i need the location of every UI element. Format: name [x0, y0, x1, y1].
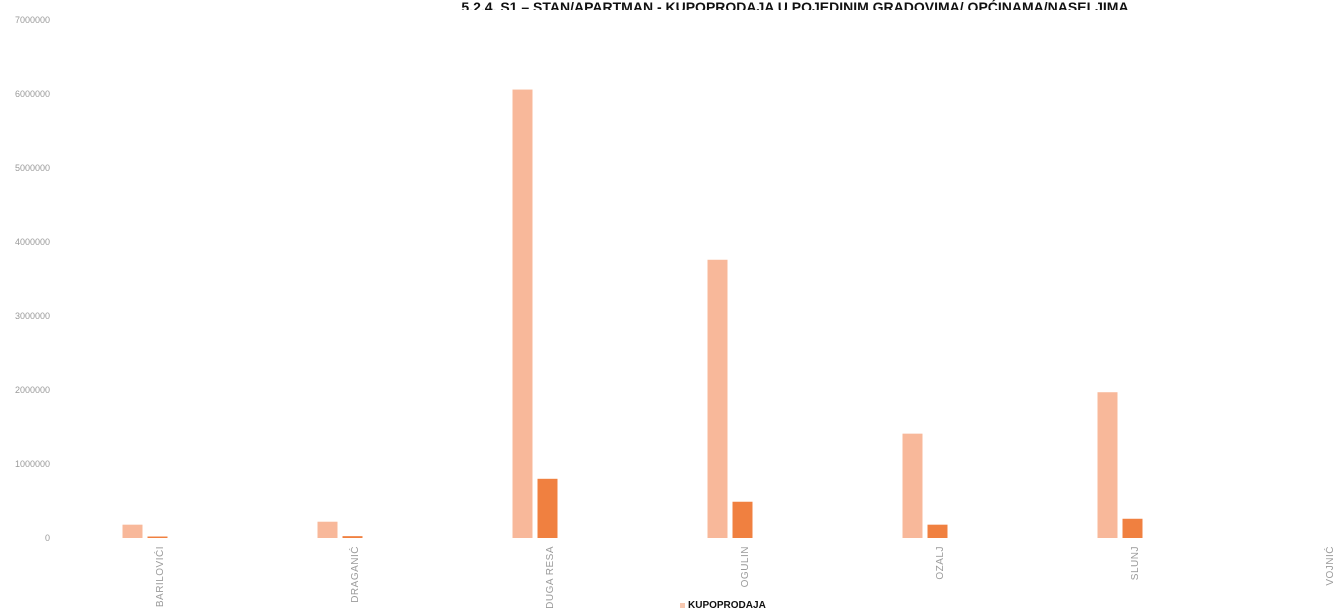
bar-4-1: [927, 524, 948, 538]
y-tick-label: 3000000: [15, 311, 50, 321]
x-tick-label: SLUNJ: [1130, 546, 1141, 580]
legend-swatch: [680, 602, 685, 608]
bar-1-1: [342, 536, 363, 538]
legend-label: KUPOPRODAJA: [688, 600, 766, 611]
bar-3-1: [732, 501, 753, 538]
bar-2-1: [537, 478, 558, 538]
y-tick-label: 0: [45, 533, 50, 543]
legend: KUPOPRODAJA: [680, 600, 766, 611]
chart-title: 5.2.4. S1 – STAN/APARTMAN - KUPOPRODAJA …: [461, 0, 1129, 10]
bar-0-1: [147, 536, 168, 538]
bar-2-0: [512, 89, 533, 538]
bar-4-0: [902, 433, 923, 538]
y-tick-label: 1000000: [15, 459, 50, 469]
x-tick-label: DUGA RESA: [545, 546, 556, 609]
y-tick-label: 5000000: [15, 163, 50, 173]
x-axis: BARILOVIĆI DRAGANIĆ DUGA RESA OGULIN OZALJ SL…: [153, 546, 1336, 609]
x-tick-label: OZALJ: [935, 546, 946, 580]
y-tick-label: 6000000: [15, 89, 50, 99]
y-tick-label: 7000000: [15, 15, 50, 25]
bar-5-1: [1122, 518, 1143, 538]
x-tick-label: OGULIN: [740, 546, 751, 587]
y-tick-label: 2000000: [15, 385, 50, 395]
bar-0-0: [122, 524, 143, 538]
x-tick-label: DRAGANIĆ: [348, 546, 361, 603]
x-tick-label: BARILOVIĆI: [153, 546, 166, 607]
bars: [122, 89, 1143, 538]
bar-3-0: [707, 259, 728, 538]
bar-5-0: [1097, 392, 1118, 538]
y-tick-label: 4000000: [15, 237, 50, 247]
y-axis: 0 1000000 2000000 3000000 4000000 5000000 6000…: [15, 15, 50, 543]
x-tick-label: VOJNIĆ: [1323, 546, 1336, 586]
bar-1-0: [317, 521, 338, 538]
